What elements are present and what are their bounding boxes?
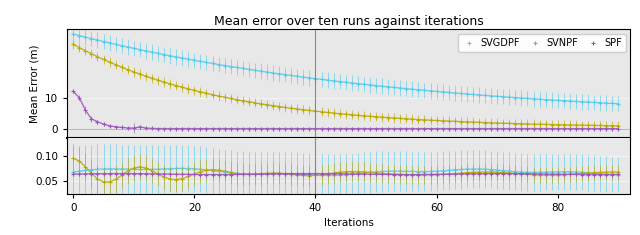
SPF <box>602 127 610 130</box>
SPF <box>536 127 543 130</box>
SPF <box>609 127 616 130</box>
SVGDPF <box>602 102 610 105</box>
Legend: SVGDPF, SVNPF, SPF: SVGDPF, SVNPF, SPF <box>458 34 625 52</box>
SVNPF <box>596 124 604 127</box>
X-axis label: Iterations: Iterations <box>324 219 374 228</box>
SPF <box>69 90 77 93</box>
Line: SPF: SPF <box>71 89 621 131</box>
Title: Mean error over ten runs against iterations: Mean error over ten runs against iterati… <box>214 15 484 28</box>
SVNPF <box>602 124 610 127</box>
SPF <box>154 127 162 130</box>
SPF <box>215 127 223 130</box>
SVNPF <box>530 123 538 125</box>
SVGDPF <box>196 60 204 63</box>
SVNPF <box>209 93 216 96</box>
SVGDPF <box>530 97 538 100</box>
Line: SVNPF: SVNPF <box>71 42 621 128</box>
SVNPF <box>614 124 622 127</box>
SVNPF <box>69 43 77 46</box>
Line: SVGDPF: SVGDPF <box>71 31 621 106</box>
SVGDPF <box>209 62 216 65</box>
SVGDPF <box>596 101 604 104</box>
SVNPF <box>136 73 144 75</box>
SVGDPF <box>69 33 77 35</box>
SVNPF <box>196 90 204 93</box>
SPF <box>614 127 622 130</box>
Y-axis label: Mean Error (m): Mean Error (m) <box>29 44 40 123</box>
SPF <box>136 125 144 128</box>
SPF <box>203 127 211 130</box>
SVGDPF <box>614 102 622 105</box>
SVGDPF <box>136 48 144 51</box>
